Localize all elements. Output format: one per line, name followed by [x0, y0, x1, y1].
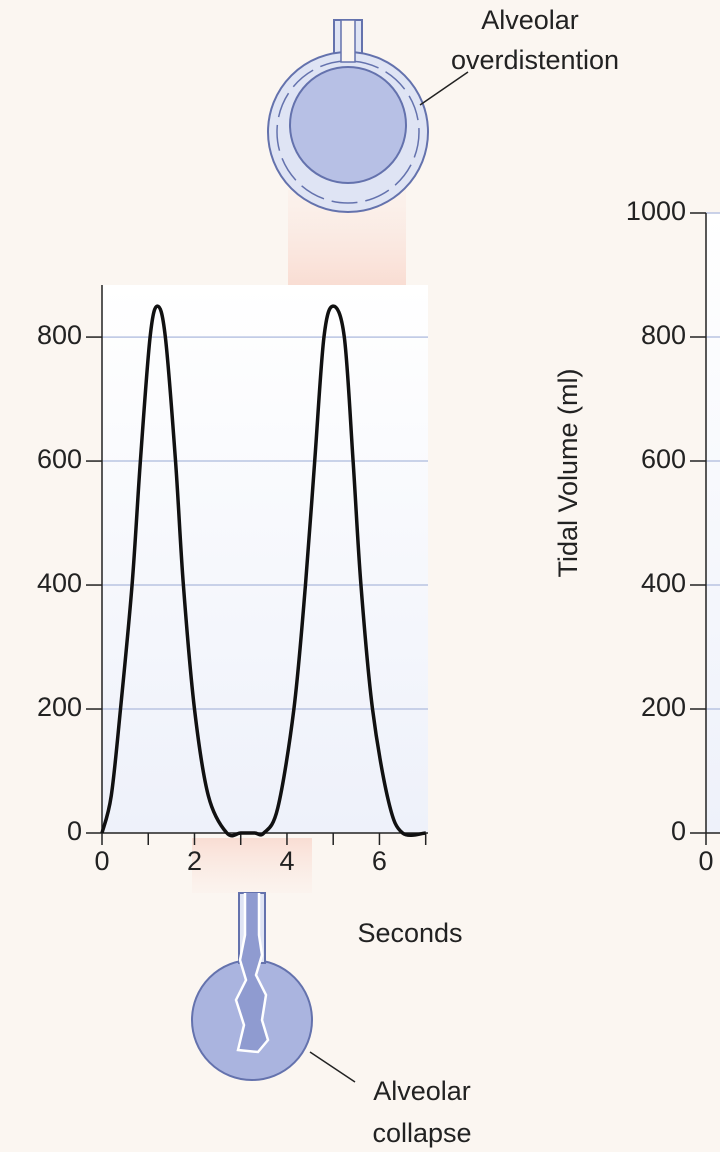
- y-tick-label: 0: [671, 816, 686, 846]
- x-axis-label: Seconds: [357, 918, 462, 948]
- plot-area: [102, 285, 428, 833]
- annotation: Alveolar: [373, 1076, 471, 1106]
- annotation: collapse: [372, 1118, 471, 1148]
- data-line: [100, 304, 426, 838]
- x-tick-label: 0: [698, 846, 713, 876]
- y-tick-label: 1000: [626, 196, 686, 226]
- y-tick-label: 800: [37, 320, 82, 350]
- y-tick-label: 800: [641, 320, 686, 350]
- plot-area: [706, 213, 720, 833]
- y-axis-label: Tidal Volume (ml): [553, 368, 583, 577]
- y-tick-label: 400: [37, 568, 82, 598]
- x-tick-label: 6: [372, 846, 387, 876]
- annotation: overdistention: [451, 45, 619, 75]
- y-tick-label: 200: [641, 692, 686, 722]
- y-tick-label: 0: [67, 816, 82, 846]
- y-tick-label: 600: [641, 444, 686, 474]
- y-tick-label: 200: [37, 692, 82, 722]
- x-tick-label: 0: [94, 846, 109, 876]
- y-tick-label: 400: [641, 568, 686, 598]
- alveolus-collapsed: [191, 892, 356, 1083]
- y-tick-label: 600: [37, 444, 82, 474]
- x-tick-label: 2: [187, 846, 202, 876]
- annotation: Alveolar: [481, 5, 579, 35]
- alveolus-overdistended: [267, 19, 469, 213]
- x-tick-label: 4: [279, 846, 294, 876]
- highlight-band: [192, 838, 312, 893]
